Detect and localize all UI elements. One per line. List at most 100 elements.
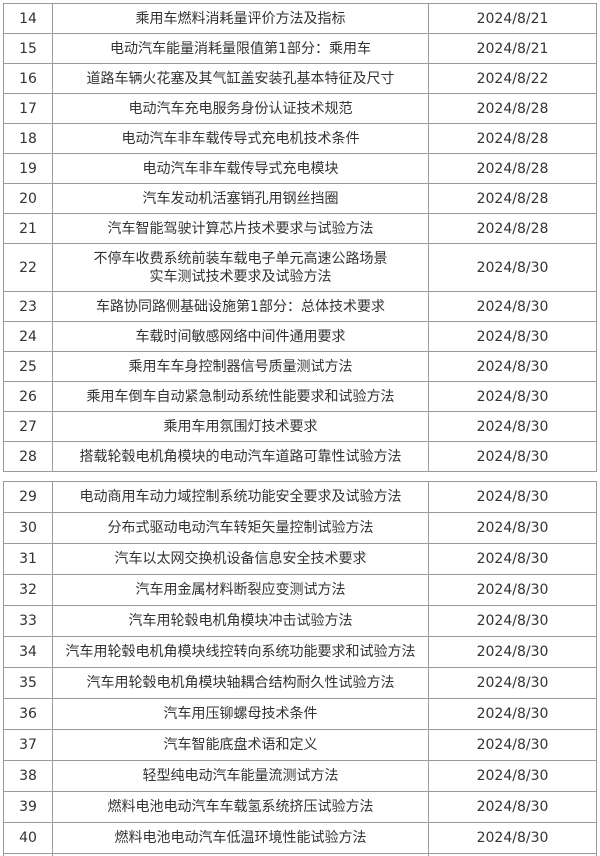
standard-name-cell: 乘用车燃料消耗量评价方法及指标 bbox=[52, 3, 429, 34]
table-row: 20 汽车发动机活塞销孔用钢丝挡圈 2024/8/28 bbox=[3, 183, 597, 214]
standard-name: 电动汽车非车载传导式充电机技术条件 bbox=[121, 130, 360, 147]
row-number: 22 bbox=[3, 243, 53, 292]
standard-name-cell: 轻型纯电动汽车能量流测试方法 bbox=[52, 760, 429, 792]
table-row: 39 燃料电池电动汽车车载氢系统挤压试验方法 2024/8/30 bbox=[3, 791, 597, 823]
table-row: 31 汽车以太网交换机设备信息安全技术要求 2024/8/30 bbox=[3, 543, 597, 575]
standard-name: 电动商用车动力域控制系统功能安全要求及试验方法 bbox=[79, 489, 402, 505]
standard-name: 搭载轮毂电机角模块的电动汽车道路可靠性试验方法 bbox=[79, 448, 402, 465]
standard-name-cell: 车路协同路侧基础设施第1部分：总体技术要求 bbox=[52, 291, 429, 322]
standard-name-cell: 燃料电池电动汽车低温环境性能试验方法 bbox=[52, 822, 429, 854]
standard-name-cell: 汽车以太网交换机设备信息安全技术要求 bbox=[52, 543, 429, 575]
row-date: 2024/8/30 bbox=[428, 381, 597, 412]
table-row: 36 汽车用压铆螺母技术条件 2024/8/30 bbox=[3, 698, 597, 730]
row-number: 14 bbox=[3, 3, 53, 34]
standard-name-cell: 不停车收费系统前装车载电子单元高速公路场景 实车测试技术要求及试验方法 bbox=[52, 243, 429, 292]
standard-name-cell: 汽车用压铆螺母技术条件 bbox=[52, 698, 429, 730]
row-date: 2024/8/30 bbox=[428, 760, 597, 792]
row-number: 17 bbox=[3, 93, 53, 124]
standard-name-cell: 车载时间敏感网络中间件通用要求 bbox=[52, 321, 429, 352]
row-date: 2024/8/30 bbox=[428, 512, 597, 544]
standard-name: 汽车用压铆螺母技术条件 bbox=[163, 706, 318, 722]
row-number: 33 bbox=[3, 605, 53, 637]
standard-name: 电动汽车充电服务身份认证技术规范 bbox=[128, 100, 353, 117]
row-date: 2024/8/30 bbox=[428, 411, 597, 442]
standard-name: 乘用车倒车自动紧急制动系统性能要求和试验方法 bbox=[86, 388, 395, 405]
standard-name: 燃料电池电动汽车低温环境性能试验方法 bbox=[114, 830, 367, 846]
standard-name: 道路车辆火花塞及其气缸盖安装孔基本特征及尺寸 bbox=[86, 70, 395, 87]
row-number: 37 bbox=[3, 729, 53, 761]
standard-name: 汽车用金属材料断裂应变测试方法 bbox=[135, 582, 346, 598]
table-row: 30 分布式驱动电动汽车转矩矢量控制试验方法 2024/8/30 bbox=[3, 512, 597, 544]
row-date: 2024/8/28 bbox=[428, 213, 597, 244]
row-date: 2024/8/30 bbox=[428, 291, 597, 322]
row-date: 2024/8/30 bbox=[428, 321, 597, 352]
standard-name-cell: 电动汽车非车载传导式充电模块 bbox=[52, 153, 429, 184]
row-date: 2024/8/22 bbox=[428, 63, 597, 94]
standard-name-cell: 电动汽车充电服务身份认证技术规范 bbox=[52, 93, 429, 124]
row-number: 29 bbox=[3, 481, 53, 513]
row-date: 2024/8/21 bbox=[428, 33, 597, 64]
row-date: 2024/8/30 bbox=[428, 636, 597, 668]
row-number: 20 bbox=[3, 183, 53, 214]
row-date: 2024/8/30 bbox=[428, 822, 597, 854]
standard-name-cell: 搭载轮毂电机角模块的电动汽车道路可靠性试验方法 bbox=[52, 441, 429, 472]
row-date: 2024/8/30 bbox=[428, 605, 597, 637]
standard-name-cell: 电动汽车能量消耗量限值第1部分：乘用车 bbox=[52, 33, 429, 64]
standard-name-cell: 汽车用金属材料断裂应变测试方法 bbox=[52, 574, 429, 606]
standard-name: 汽车用轮毂电机角模块线控转向系统功能要求和试验方法 bbox=[65, 644, 416, 660]
row-date: 2024/8/30 bbox=[428, 243, 597, 292]
table-row-partial bbox=[3, 853, 597, 856]
table-row: 23 车路协同路侧基础设施第1部分：总体技术要求 2024/8/30 bbox=[3, 291, 597, 322]
row-date: 2024/8/21 bbox=[428, 3, 597, 34]
row-number: 35 bbox=[3, 667, 53, 699]
table-row: 37 汽车智能底盘术语和定义 2024/8/30 bbox=[3, 729, 597, 761]
standard-name-cell: 汽车用轮毂电机角模块冲击试验方法 bbox=[52, 605, 429, 637]
row-number: 26 bbox=[3, 381, 53, 412]
table-row: 15 电动汽车能量消耗量限值第1部分：乘用车 2024/8/21 bbox=[3, 33, 597, 64]
standard-name-cell: 乘用车车身控制器信号质量测试方法 bbox=[52, 351, 429, 382]
row-number: 34 bbox=[3, 636, 53, 668]
table-row: 27 乘用车用氛围灯技术要求 2024/8/30 bbox=[3, 411, 597, 442]
standard-name: 汽车智能底盘术语和定义 bbox=[163, 737, 318, 753]
table-row: 19 电动汽车非车载传导式充电模块 2024/8/28 bbox=[3, 153, 597, 184]
row-date: 2024/8/28 bbox=[428, 183, 597, 214]
row-number: 21 bbox=[3, 213, 53, 244]
row-date: 2024/8/30 bbox=[428, 729, 597, 761]
standard-name-cell: 乘用车倒车自动紧急制动系统性能要求和试验方法 bbox=[52, 381, 429, 412]
table-row: 14 乘用车燃料消耗量评价方法及指标 2024/8/21 bbox=[3, 3, 597, 34]
row-number: 19 bbox=[3, 153, 53, 184]
standard-name: 乘用车燃料消耗量评价方法及指标 bbox=[135, 10, 346, 27]
table-row: 38 轻型纯电动汽车能量流测试方法 2024/8/30 bbox=[3, 760, 597, 792]
standard-name-cell: 汽车发动机活塞销孔用钢丝挡圈 bbox=[52, 183, 429, 214]
standard-name-cell: 燃料电池电动汽车车载氢系统挤压试验方法 bbox=[52, 791, 429, 823]
standard-name: 轻型纯电动汽车能量流测试方法 bbox=[142, 768, 339, 784]
row-number: 16 bbox=[3, 63, 53, 94]
standard-name-cell: 汽车智能驾驶计算芯片技术要求与试验方法 bbox=[52, 213, 429, 244]
standard-name-cell: 分布式驱动电动汽车转矩矢量控制试验方法 bbox=[52, 512, 429, 544]
row-number: 31 bbox=[3, 543, 53, 575]
standard-name-cell: 道路车辆火花塞及其气缸盖安装孔基本特征及尺寸 bbox=[52, 63, 429, 94]
row-date: 2024/8/30 bbox=[428, 543, 597, 575]
row-date: 2024/8/30 bbox=[428, 481, 597, 513]
standard-name: 分布式驱动电动汽车转矩矢量控制试验方法 bbox=[107, 520, 374, 536]
table-row: 16 道路车辆火花塞及其气缸盖安装孔基本特征及尺寸 2024/8/22 bbox=[3, 63, 597, 94]
row-number: 15 bbox=[3, 33, 53, 64]
standard-name-line2: 实车测试技术要求及试验方法 bbox=[149, 268, 332, 285]
standard-name: 汽车发动机活塞销孔用钢丝挡圈 bbox=[142, 190, 339, 207]
row-number: 39 bbox=[3, 791, 53, 823]
table-row: 22 不停车收费系统前装车载电子单元高速公路场景 实车测试技术要求及试验方法 2024… bbox=[3, 243, 597, 292]
row-date bbox=[428, 853, 597, 856]
table-row: 18 电动汽车非车载传导式充电机技术条件 2024/8/28 bbox=[3, 123, 597, 154]
standard-name-cell: 汽车智能底盘术语和定义 bbox=[52, 729, 429, 761]
table-row: 17 电动汽车充电服务身份认证技术规范 2024/8/28 bbox=[3, 93, 597, 124]
standard-name: 汽车用轮毂电机角模块轴耦合结构耐久性试验方法 bbox=[86, 675, 395, 691]
row-number: 38 bbox=[3, 760, 53, 792]
standard-name: 汽车以太网交换机设备信息安全技术要求 bbox=[114, 551, 367, 567]
table-row: 28 搭载轮毂电机角模块的电动汽车道路可靠性试验方法 2024/8/30 bbox=[3, 441, 597, 472]
table-row: 40 燃料电池电动汽车低温环境性能试验方法 2024/8/30 bbox=[3, 822, 597, 854]
standard-name-cell: 汽车用轮毂电机角模块线控转向系统功能要求和试验方法 bbox=[52, 636, 429, 668]
row-number: 18 bbox=[3, 123, 53, 154]
table-row: 24 车载时间敏感网络中间件通用要求 2024/8/30 bbox=[3, 321, 597, 352]
row-number: 40 bbox=[3, 822, 53, 854]
row-date: 2024/8/30 bbox=[428, 441, 597, 472]
